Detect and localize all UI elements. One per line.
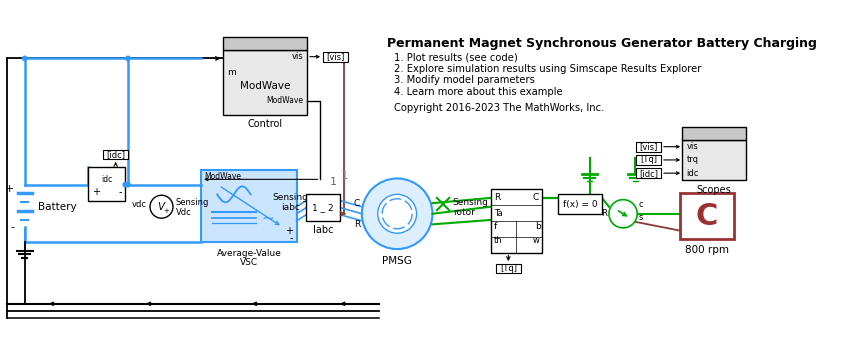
Text: 800 rpm: 800 rpm — [684, 245, 728, 255]
Text: vis: vis — [686, 142, 697, 151]
Bar — [495, 264, 520, 273]
Text: Sensing: Sensing — [272, 193, 308, 202]
Text: Sensing: Sensing — [452, 198, 488, 207]
Circle shape — [123, 182, 127, 187]
Bar — [681, 140, 745, 180]
Text: 3. Modify model parameters: 3. Modify model parameters — [393, 75, 534, 85]
Text: 2. Explore simulation results using Simscape Results Explorer: 2. Explore simulation results using Sims… — [393, 64, 700, 74]
Text: 1: 1 — [340, 169, 348, 182]
Text: +: + — [285, 226, 293, 237]
Circle shape — [608, 199, 636, 228]
Text: Control: Control — [247, 119, 282, 129]
Text: R: R — [493, 193, 500, 202]
Bar — [635, 168, 660, 178]
Text: C: C — [695, 202, 717, 231]
Bar — [557, 194, 601, 214]
Text: 1. Plot results (see code): 1. Plot results (see code) — [393, 52, 517, 62]
Bar — [223, 37, 307, 50]
Text: R: R — [601, 209, 606, 218]
Bar — [88, 167, 125, 201]
Text: [vis]: [vis] — [639, 142, 657, 151]
Text: Battery: Battery — [38, 202, 77, 212]
Bar — [306, 194, 339, 221]
Text: idc: idc — [686, 169, 698, 178]
Text: [vis]: [vis] — [325, 52, 344, 61]
Text: vdc: vdc — [132, 201, 146, 209]
Bar — [678, 194, 734, 240]
Text: -: - — [118, 187, 121, 197]
Circle shape — [22, 56, 27, 61]
Text: Iabc: Iabc — [313, 225, 333, 235]
Text: w: w — [532, 236, 539, 245]
Text: rotor: rotor — [452, 209, 474, 217]
Text: R: R — [353, 220, 360, 229]
Text: C: C — [531, 193, 538, 202]
Text: f: f — [493, 222, 497, 231]
Text: idc: idc — [101, 175, 112, 184]
Text: ModWave: ModWave — [266, 96, 303, 105]
Text: +: + — [91, 187, 100, 197]
Bar — [201, 170, 296, 242]
Text: V: V — [157, 202, 164, 212]
Bar — [103, 150, 127, 159]
Text: 1: 1 — [330, 177, 337, 187]
Text: [idc]: [idc] — [639, 169, 658, 178]
Text: Scopes: Scopes — [696, 185, 730, 195]
Text: Permanent Magnet Synchronous Generator Battery Charging: Permanent Magnet Synchronous Generator B… — [386, 37, 815, 50]
Text: ~: ~ — [261, 211, 274, 226]
Text: Sensing: Sensing — [176, 198, 208, 207]
Bar — [681, 127, 745, 140]
Text: -: - — [10, 222, 14, 232]
Bar — [223, 50, 307, 115]
Bar — [635, 142, 660, 151]
Text: Copyright 2016-2023 The MathWorks, Inc.: Copyright 2016-2023 The MathWorks, Inc. — [393, 103, 604, 114]
Text: th: th — [493, 236, 502, 245]
Text: iabc: iabc — [282, 203, 300, 212]
Bar — [635, 155, 660, 165]
Text: c: c — [638, 201, 643, 209]
Text: f(x) = 0: f(x) = 0 — [562, 199, 597, 209]
Text: b: b — [534, 222, 540, 231]
Text: [idc]: [idc] — [106, 150, 125, 159]
Text: +: + — [163, 208, 169, 214]
Circle shape — [150, 195, 173, 218]
Text: Ta: Ta — [493, 209, 503, 218]
Text: vis: vis — [292, 52, 303, 61]
Text: PMSG: PMSG — [381, 256, 412, 266]
Text: trq: trq — [686, 155, 697, 165]
Circle shape — [126, 56, 130, 61]
Circle shape — [362, 178, 432, 249]
Bar — [323, 52, 347, 62]
Text: -: - — [289, 233, 293, 244]
Text: s: s — [638, 213, 642, 222]
Circle shape — [377, 194, 416, 233]
Text: ModWave: ModWave — [204, 172, 240, 181]
Text: VSC: VSC — [239, 258, 257, 267]
Text: 4. Learn more about this example: 4. Learn more about this example — [393, 87, 561, 97]
Text: [Tq]: [Tq] — [640, 155, 656, 165]
Text: C: C — [353, 199, 360, 208]
Circle shape — [126, 182, 130, 187]
Text: ModWave: ModWave — [239, 81, 290, 91]
Text: [Tq]: [Tq] — [499, 264, 517, 273]
Text: 1 _ 2: 1 _ 2 — [312, 203, 333, 212]
Text: +: + — [5, 184, 14, 194]
Text: Average-Value: Average-Value — [216, 249, 281, 258]
Text: Vdc: Vdc — [176, 207, 191, 217]
Text: m: m — [226, 68, 235, 77]
Bar — [490, 189, 542, 253]
